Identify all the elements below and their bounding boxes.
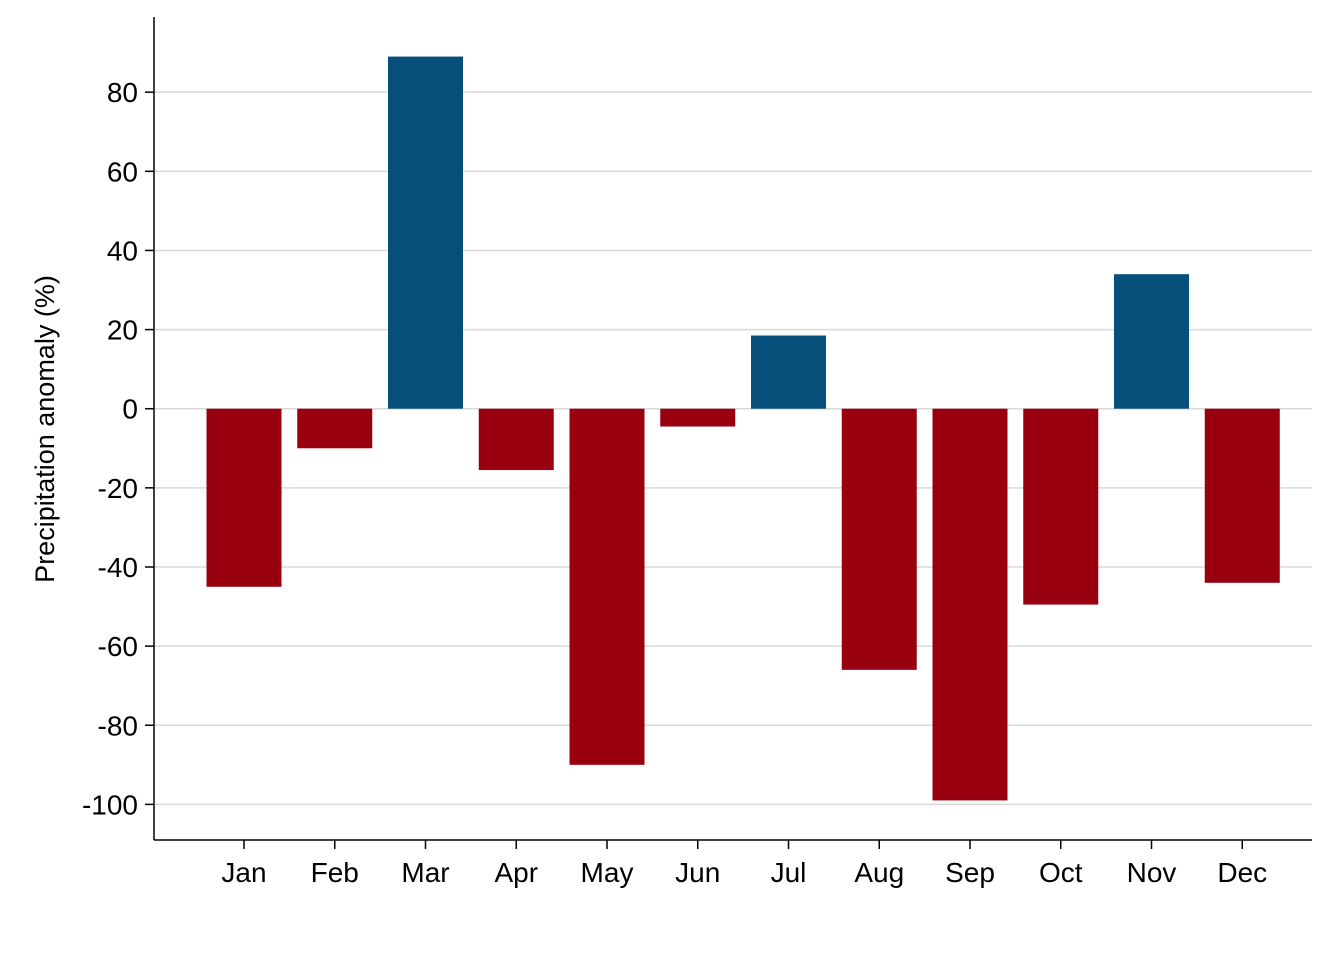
y-tick-label: -100 xyxy=(82,789,138,820)
x-tick-label: Jul xyxy=(771,857,807,888)
x-tick-label: Dec xyxy=(1217,857,1267,888)
x-tick-label: Mar xyxy=(401,857,449,888)
bar-aug xyxy=(841,408,917,670)
bar-jan xyxy=(206,408,282,587)
bar-mar xyxy=(388,56,463,409)
y-ticks: -100 -80 -60 -40 -20 0 20 40 60 80 xyxy=(82,77,154,820)
x-ticks: Jan Feb Mar Apr May Jun Jul Aug Sep Oct Nov Dec xyxy=(221,840,1267,888)
bar-oct xyxy=(1023,408,1099,605)
bar-sep xyxy=(932,408,1008,801)
y-tick-label: 60 xyxy=(107,156,138,187)
y-tick-label: 40 xyxy=(107,235,138,266)
y-tick-label: 20 xyxy=(107,315,138,346)
axes xyxy=(153,17,1312,841)
y-tick-label: -20 xyxy=(98,473,138,504)
x-tick-label: Apr xyxy=(494,857,538,888)
x-tick-label: Aug xyxy=(854,857,904,888)
bar-dec xyxy=(1204,408,1280,583)
x-tick-label: Nov xyxy=(1127,857,1177,888)
x-tick-label: Sep xyxy=(945,857,995,888)
bar-feb xyxy=(297,408,373,449)
x-tick-label: Feb xyxy=(311,857,359,888)
bar-jul xyxy=(751,335,826,409)
bar-may xyxy=(569,408,645,765)
x-tick-label: Jun xyxy=(675,857,720,888)
bar-apr xyxy=(478,408,554,471)
y-tick-label: -60 xyxy=(98,631,138,662)
y-axis-title: Precipitation anomaly (%) xyxy=(30,275,60,583)
y-tick-label: 80 xyxy=(107,77,138,108)
x-tick-label: Jan xyxy=(221,857,266,888)
bar-nov xyxy=(1114,274,1189,409)
y-tick-label: 0 xyxy=(122,394,138,425)
x-tick-label: May xyxy=(581,857,634,888)
x-tick-label: Oct xyxy=(1039,857,1083,888)
y-tick-label: -40 xyxy=(98,552,138,583)
y-tick-label: -80 xyxy=(98,710,138,741)
gridlines xyxy=(154,91,1312,806)
bar-jun xyxy=(660,408,736,427)
bars xyxy=(206,56,1280,801)
